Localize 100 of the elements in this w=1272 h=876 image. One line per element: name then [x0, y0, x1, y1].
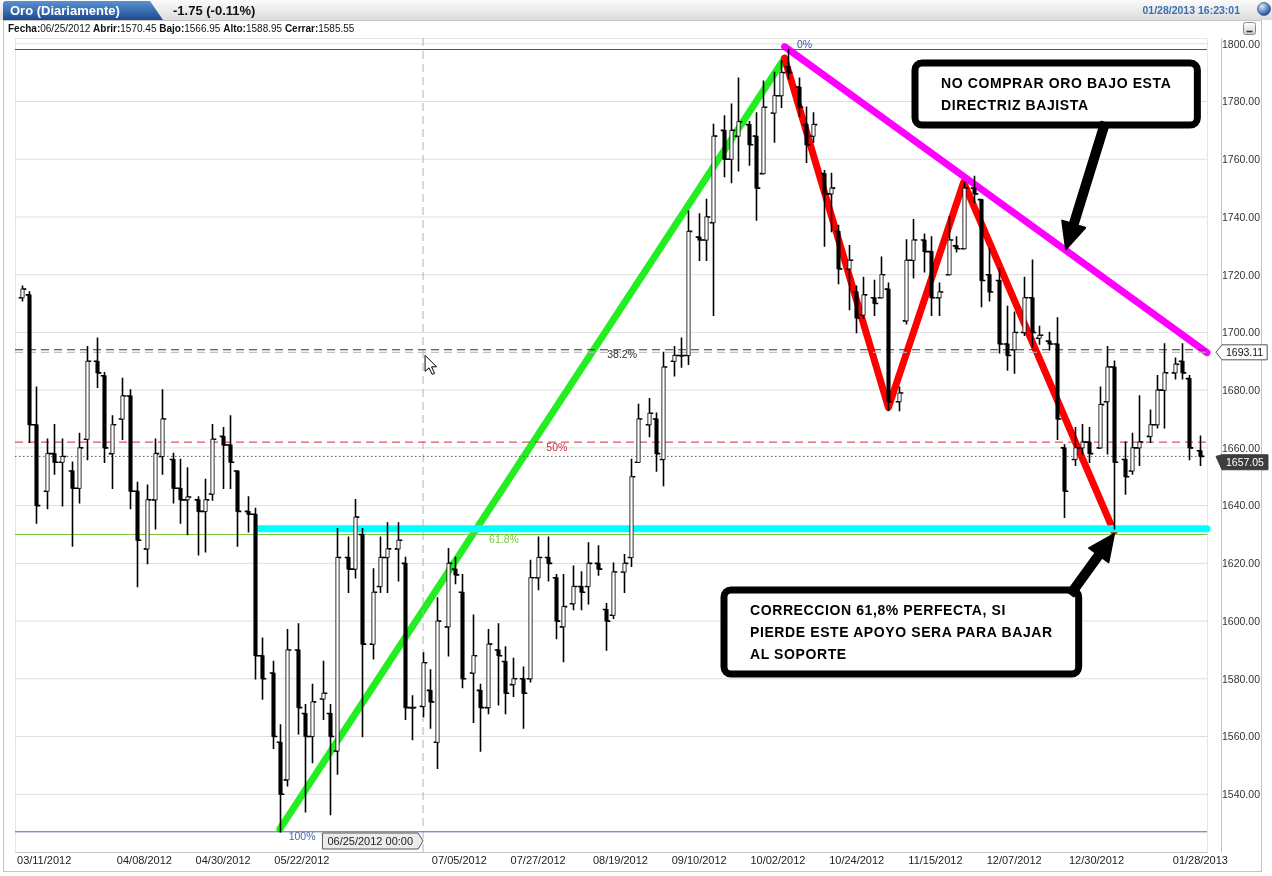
candlestick — [847, 245, 852, 311]
candlestick — [110, 415, 115, 490]
candlestick — [629, 458, 634, 568]
annotation: CORRECCION 61,8% PERFECTA, SI PIERDE ESTE APOYO SERA PARA BAJAR AL SOPORTE — [750, 602, 1058, 662]
text: Fecha:06/25/2012 Abrir:1570.45 Bajo:1566.95 Alto:1588.95 Cerrar:1585.55 — [8, 23, 355, 34]
candlestick — [360, 527, 365, 738]
annotation: 61.8% — [489, 532, 519, 545]
candlestick — [1055, 317, 1060, 441]
candlestick — [886, 282, 891, 412]
candlestick — [210, 423, 215, 501]
candlestick — [622, 553, 627, 594]
candlestick — [1187, 374, 1192, 461]
candlestick — [836, 224, 841, 285]
x-tick-label: 05/22/2012 — [274, 853, 330, 866]
y-tick-label: 1660.00 — [1222, 441, 1261, 454]
y-tick-label: 1540.00 — [1222, 788, 1261, 801]
y-tick-label: 1560.00 — [1222, 730, 1261, 743]
candlestick — [95, 337, 100, 389]
candlestick — [1198, 435, 1203, 467]
candlestick — [636, 403, 641, 464]
annotation: 38.2% — [607, 348, 637, 361]
y-tick-label: 1800.00 — [1222, 37, 1261, 50]
y-tick-label: 1620.00 — [1222, 557, 1261, 570]
candlestick — [979, 198, 984, 308]
candlestick — [396, 522, 401, 582]
y-tick-label: 1580.00 — [1222, 672, 1261, 685]
candlestick — [120, 377, 125, 441]
y-tick-label: 1700.00 — [1222, 326, 1261, 339]
x-tick-label: 04/30/2012 — [195, 853, 251, 866]
text: 01/28/2013 16:23:01 — [1142, 4, 1241, 16]
candlestick — [586, 542, 591, 605]
candlestick — [285, 628, 290, 787]
candlestick — [761, 80, 766, 175]
x-tick-label: 12/07/2012 — [986, 853, 1042, 866]
ref-line-label: 1693.11 — [1226, 346, 1264, 359]
candlestick — [962, 181, 967, 250]
candlestick — [235, 470, 240, 547]
candlestick — [471, 614, 476, 723]
x-tick-label: 04/08/2012 — [116, 853, 172, 866]
candlestick — [453, 556, 458, 585]
candlestick — [145, 484, 150, 565]
candlestick — [997, 268, 1002, 354]
ref-line-label: 1657.05 — [1226, 456, 1265, 469]
y-tick-label: 1720.00 — [1222, 268, 1261, 281]
x-tick-label: 07/05/2012 — [431, 853, 487, 866]
candlestick — [1012, 311, 1017, 374]
candlestick — [1098, 386, 1103, 449]
ref-line-label: 06/25/2012 00:00 — [327, 835, 414, 847]
chart-title: Oro (Diariamente) — [10, 3, 120, 18]
candlestick — [897, 386, 902, 412]
candlestick — [296, 623, 301, 735]
chart-subtitle: -1.75 (-0.11%) — [173, 3, 256, 18]
candlestick — [321, 660, 326, 721]
candlestick — [496, 623, 501, 706]
x-tick-label: 11/15/2012 — [908, 853, 963, 866]
candlestick — [797, 77, 802, 117]
candlestick — [987, 247, 992, 302]
candlestick — [428, 669, 433, 729]
candlestick — [478, 683, 483, 752]
candlestick — [511, 657, 516, 697]
x-tick-label: 01/28/2013 — [1172, 853, 1228, 866]
candlestick — [861, 276, 866, 319]
candlestick — [460, 574, 465, 689]
annotation: NO COMPRAR ORO BAJO ESTA DIRECTRIZ BAJISTA — [941, 75, 1176, 113]
candlestick — [571, 565, 576, 611]
y-tick-label: 1600.00 — [1222, 614, 1261, 627]
annotation: 50% — [546, 440, 568, 453]
annotation: 100% — [288, 830, 316, 843]
candlestick — [60, 438, 65, 507]
candlestick — [1173, 357, 1178, 380]
candlestick — [937, 282, 942, 316]
candlestick — [1022, 276, 1027, 337]
candlestick — [596, 545, 601, 576]
x-tick-label: 10/02/2012 — [750, 853, 806, 866]
candlestick — [654, 412, 659, 472]
candlestick — [536, 536, 541, 591]
candlestick — [1062, 444, 1067, 518]
x-tick-label: 12/30/2012 — [1069, 853, 1125, 866]
candlestick — [1030, 259, 1035, 348]
candlestick — [271, 660, 276, 749]
y-tick-label: 1640.00 — [1222, 499, 1261, 512]
x-tick-label: 08/19/2012 — [592, 853, 648, 866]
annotation: 0% — [796, 38, 813, 51]
x-tick-label: 07/27/2012 — [510, 853, 566, 866]
candlestick — [102, 372, 107, 464]
candlestick — [85, 346, 90, 461]
candlestick — [972, 175, 977, 204]
candlestick — [528, 559, 533, 683]
candlestick — [811, 112, 816, 143]
x-tick-label: 09/10/2012 — [671, 853, 727, 866]
y-tick-label: 1780.00 — [1222, 95, 1261, 108]
candlestick — [611, 562, 616, 619]
candlestick — [486, 628, 491, 715]
y-tick-label: 1740.00 — [1222, 210, 1261, 223]
candlestick — [328, 703, 333, 816]
x-tick-label: 10/24/2012 — [829, 853, 885, 866]
y-tick-label: 1680.00 — [1222, 384, 1261, 397]
candlestick — [554, 574, 559, 640]
candlestick — [371, 568, 376, 660]
candlestick — [503, 646, 508, 715]
